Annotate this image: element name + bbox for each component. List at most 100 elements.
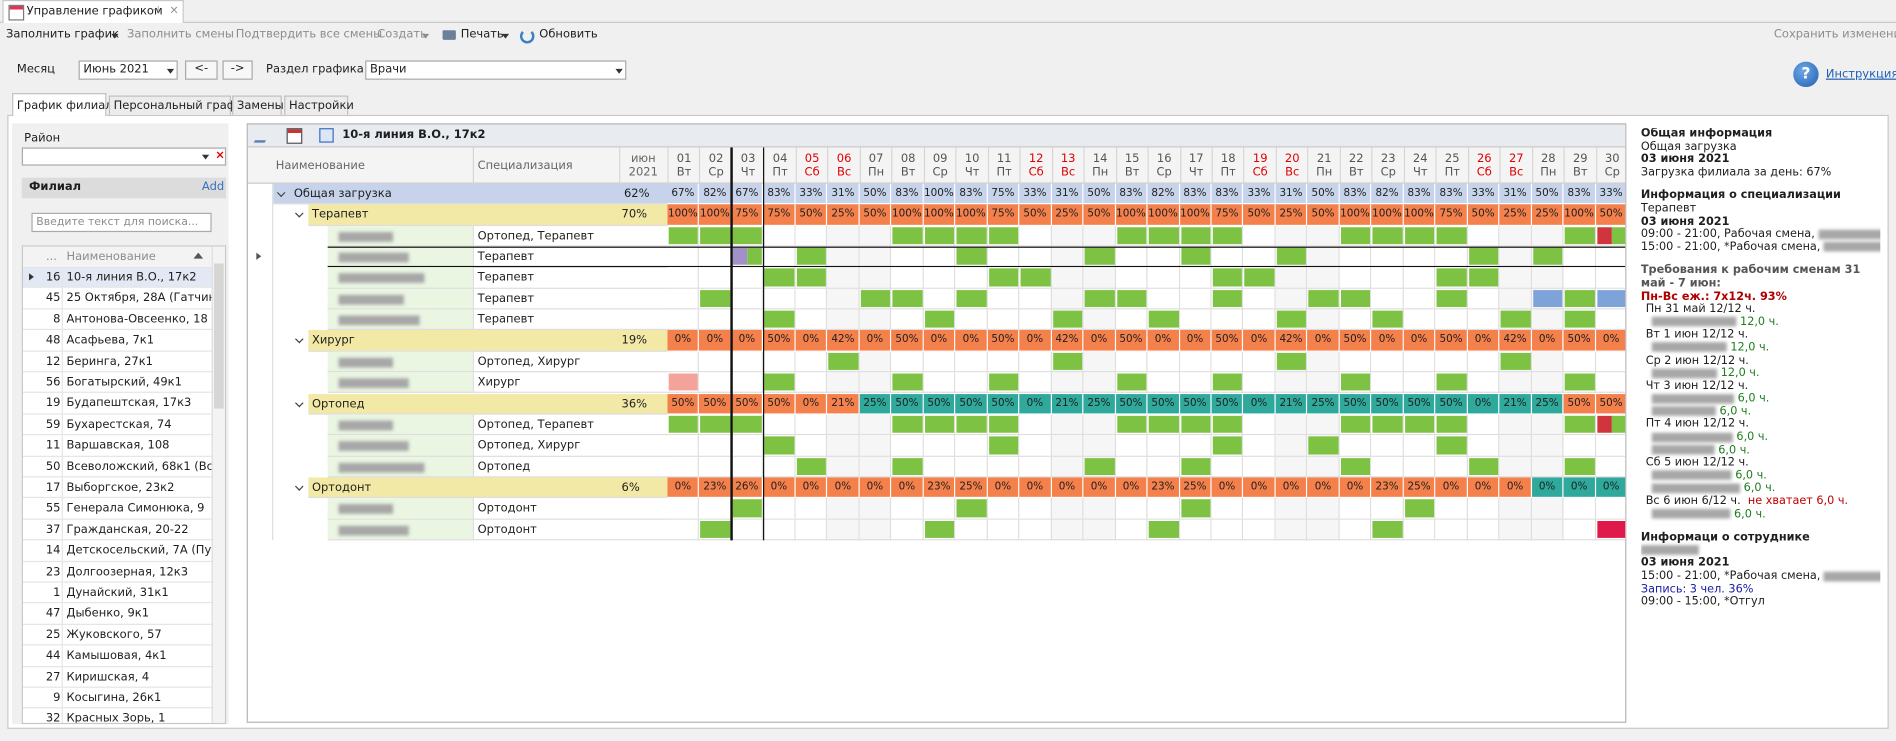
help-link[interactable]: Инструкция	[1825, 67, 1896, 81]
scrollbar[interactable]	[211, 246, 225, 723]
tab[interactable]: Персональный график	[108, 95, 251, 115]
close-icon[interactable]: ×	[169, 3, 179, 17]
window-tab[interactable]: Управление графиком ⊣ ×	[2, 0, 184, 23]
day-cell	[1083, 309, 1116, 331]
pin-icon[interactable]: ⊣	[149, 4, 160, 17]
specialization: Терапевт	[477, 313, 535, 327]
shift	[1372, 520, 1403, 538]
day-cell	[1435, 456, 1468, 478]
day-cell	[1275, 519, 1308, 541]
day-cell	[1531, 435, 1564, 457]
day-header: 24 Чт	[1403, 147, 1436, 184]
day-number: 06	[836, 152, 852, 166]
branch-row[interactable]: 14 Детскосельский, 7А (Пуш...	[22, 540, 212, 562]
branch-row[interactable]: 48 Асафьева, 7к1	[22, 330, 212, 352]
scroll-thumb[interactable]	[214, 263, 224, 409]
branch-row[interactable]: 44 Камышовая, 4к1	[22, 645, 212, 667]
branch-name: Детскосельский, 7А (Пуш...	[66, 544, 212, 558]
fill-shifts-button[interactable]: Заполнить смены	[126, 27, 234, 42]
branch-row[interactable]: 11 Варшавская, 108	[22, 435, 212, 457]
expander[interactable]	[295, 398, 304, 407]
shift	[732, 226, 763, 245]
day-cell	[1595, 351, 1626, 373]
shift	[1308, 436, 1339, 454]
refresh-button[interactable]: Обновить	[539, 27, 598, 42]
spec-cell	[472, 225, 668, 247]
branch-row[interactable]: 45 25 Октября, 28А (Гатчина)	[22, 288, 212, 310]
clear-icon[interactable]: ×	[215, 148, 225, 162]
branch-number: 27	[45, 670, 61, 684]
print-button[interactable]: Печать	[460, 27, 504, 42]
section-combo[interactable]: Врачи	[365, 60, 627, 80]
branch-row[interactable]: 50 Всеволожский, 68к1 (Все...	[22, 456, 212, 478]
tab[interactable]: Настройки	[284, 95, 354, 115]
load-cell: 0%	[859, 477, 892, 499]
dropdown-arrow	[166, 68, 175, 74]
branch-row[interactable]: 27 Киришская, 4	[22, 666, 212, 688]
branch-name: Асафьева, 7к1	[66, 333, 155, 348]
branch-row[interactable]: 25 Жуковского, 57	[22, 624, 212, 646]
expander[interactable]	[295, 209, 304, 219]
shift	[700, 226, 731, 245]
branch-row[interactable]: 47 Дыбенко, 9к1	[22, 603, 212, 625]
blurred-name	[1651, 470, 1732, 481]
tab[interactable]: Замены	[232, 95, 284, 115]
confirm-all-button[interactable]: Подтвердить все смены	[235, 27, 383, 42]
info-line: Вс 6 июн 6/12 ч. не хватает 6,0 ч.	[1641, 495, 1880, 509]
edit-icon[interactable]	[253, 129, 273, 143]
branch-grid: ... Наименование 16 10-я линия В.О., 17к2…	[21, 245, 227, 725]
navigate-icon[interactable]	[319, 128, 334, 143]
month-combo[interactable]: Июнь 2021	[78, 60, 178, 80]
day-cell	[1243, 309, 1276, 331]
branch-row[interactable]: 12 Беринга, 27к1	[22, 351, 212, 373]
load-cell: 50%	[1563, 393, 1596, 415]
calendar-icon[interactable]	[286, 128, 303, 144]
shift	[956, 415, 987, 433]
branch-row[interactable]: 9 Косыгина, 26к1	[22, 687, 212, 709]
expander[interactable]	[295, 335, 304, 344]
search-input[interactable]: Введите текст для поиска...	[31, 212, 212, 233]
create-button[interactable]: Создать	[377, 27, 427, 42]
load-cell: 0%	[827, 477, 860, 499]
special-shift	[668, 373, 699, 392]
day-cell	[1083, 267, 1116, 289]
branch-row[interactable]: 16 10-я линия В.О., 17к2	[22, 267, 212, 289]
branch-row[interactable]: 56 Богатырский, 49к1	[22, 372, 212, 394]
day-cell	[1275, 225, 1308, 247]
day-header: 30 Ср	[1595, 147, 1625, 184]
day-header: 05 Сб	[795, 147, 828, 184]
add-link[interactable]: Add	[201, 180, 225, 194]
info-text: 15:00 - 21:00, *Рабочая смена,	[1640, 240, 1821, 254]
branch-row[interactable]: 37 Гражданская, 20-22	[22, 519, 212, 541]
group-name: Хирург	[311, 334, 355, 348]
row-indicator	[29, 273, 34, 281]
expander[interactable]	[295, 482, 304, 491]
branch-row[interactable]: 19 Будапештская, 17к3	[22, 393, 212, 415]
day-cell	[1499, 498, 1532, 520]
branch-row[interactable]: 59 Бухарестская, 74	[22, 414, 212, 436]
group-name: Ортопед	[311, 397, 365, 411]
day-cell	[987, 498, 1020, 520]
branch-row[interactable]: 32 Красных Зорь, 1	[23, 708, 212, 723]
branch-row[interactable]: 55 Генерала Симонюка, 9	[22, 498, 212, 520]
next-button[interactable]: ->	[222, 60, 253, 80]
branch-row[interactable]: 8 Антонова-Овсеенко, 18	[22, 309, 212, 331]
district-combo[interactable]: ×	[21, 147, 227, 166]
load-cell: 50%	[1339, 330, 1372, 352]
load-cell: 25%	[1275, 204, 1308, 226]
load-cell: 50%	[1403, 393, 1436, 415]
load-cell: 25%	[1531, 393, 1564, 415]
save-button[interactable]: Сохранить изменения	[1773, 27, 1896, 42]
load-cell: 83%	[763, 183, 796, 205]
branch-row[interactable]: 1 Дунайский, 31к1	[22, 582, 212, 604]
shift	[1212, 373, 1243, 392]
prev-button[interactable]: <-	[185, 60, 218, 80]
branch-row[interactable]: 23 Долгоозерная, 12к3	[22, 561, 212, 583]
help-icon[interactable]: ?	[1793, 61, 1819, 88]
day-cell	[1339, 267, 1372, 289]
tab[interactable]: График филиала	[12, 93, 120, 117]
day-cell	[1179, 288, 1212, 310]
branch-row[interactable]: 17 Выборгское, 23к2	[22, 477, 212, 499]
fill-schedule-button[interactable]: Заполнить график	[6, 27, 120, 42]
shift	[1436, 226, 1467, 245]
